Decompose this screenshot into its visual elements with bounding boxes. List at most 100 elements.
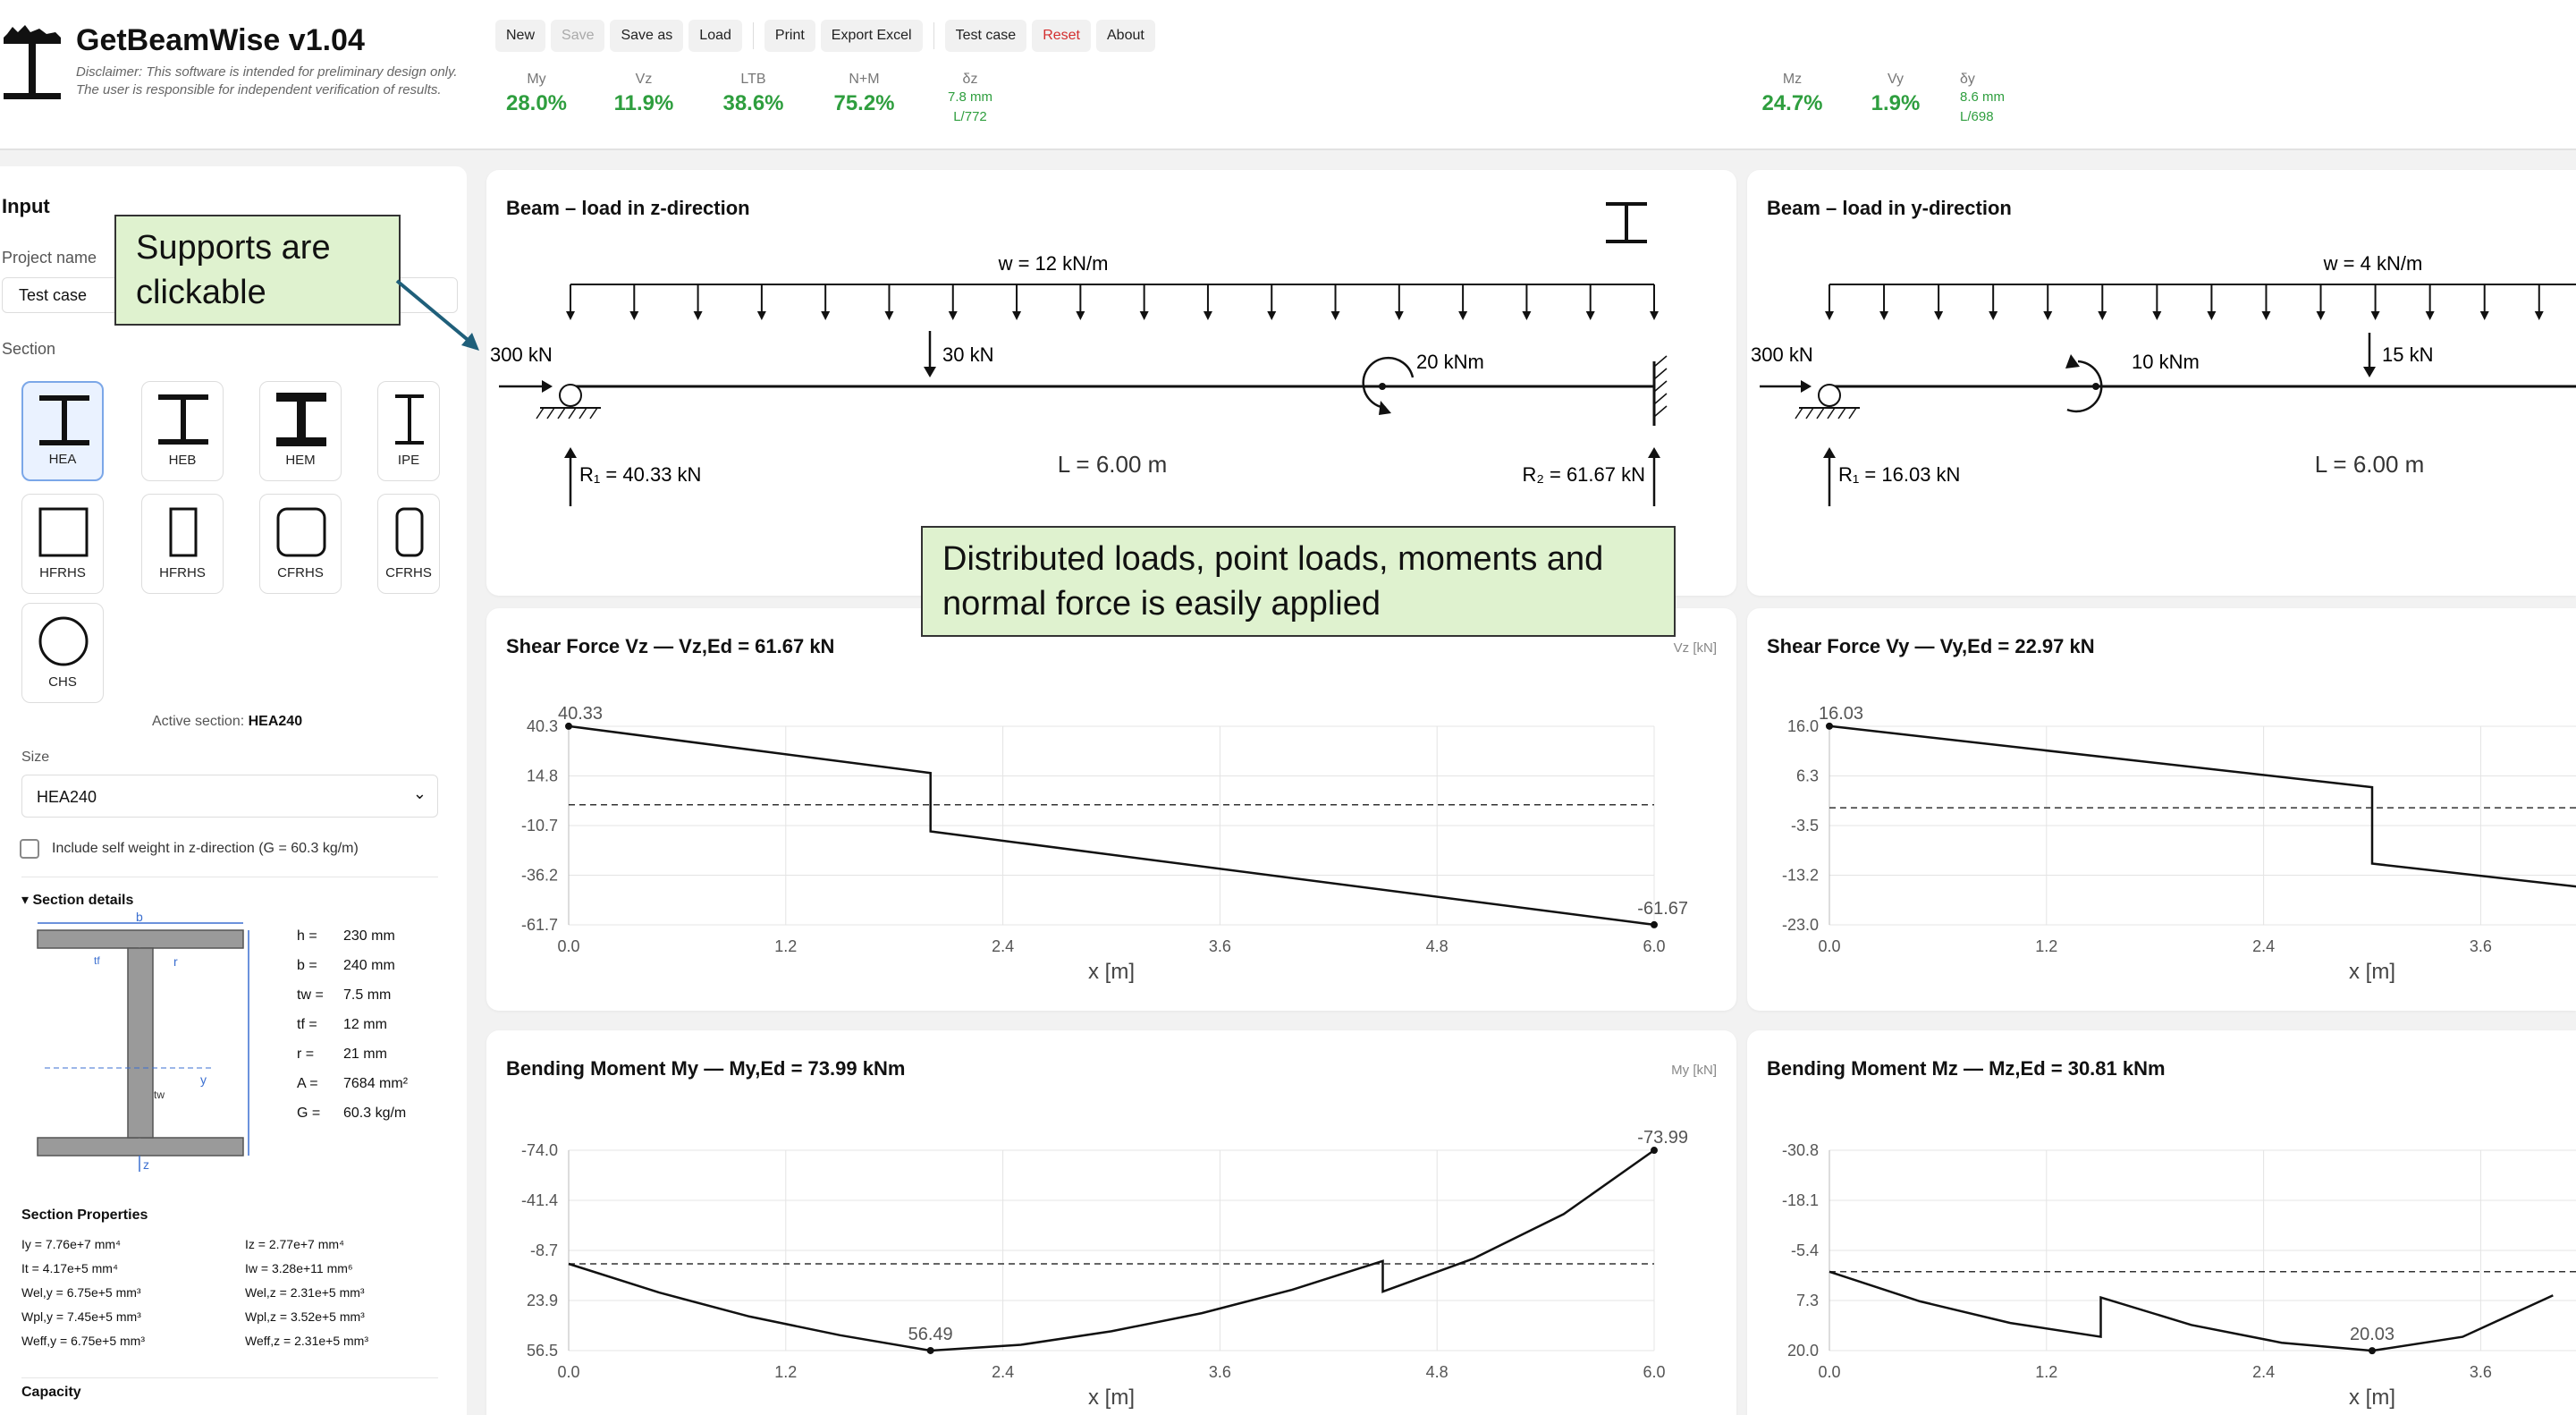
section-tile-cfrhs-square[interactable]: CFRHS bbox=[259, 494, 342, 594]
export-excel-button[interactable]: Export Excel bbox=[820, 20, 923, 52]
support-fixed-right[interactable] bbox=[1652, 355, 1668, 426]
dimension-value: 7.5 mm bbox=[343, 987, 392, 1003]
data-point bbox=[1651, 1147, 1658, 1155]
section-property: Weff,y = 6.75e+5 mm³ bbox=[21, 1334, 145, 1348]
shear-vz-unit: Vz [kN] bbox=[1673, 640, 1717, 656]
x-axis-label: x [m] bbox=[2349, 960, 2395, 984]
active-section: Active section: HEA240 bbox=[152, 714, 302, 730]
beam-length-label: L = 6.00 m bbox=[1058, 451, 1168, 478]
y-tick-label: -41.4 bbox=[521, 1191, 558, 1209]
section-tile-label: IPE bbox=[397, 453, 420, 468]
section-properties-grid: Iy = 7.76e+7 mm⁴ Iz = 2.77e+7 mm⁴ It = 4.1… bbox=[21, 1233, 451, 1353]
section-tile-heb[interactable]: HEB bbox=[141, 381, 224, 481]
beam-y-card: Beam – load in y-direction w = 4 kN/m 30… bbox=[1747, 170, 2576, 596]
section-tile-chs[interactable]: CHS bbox=[21, 603, 104, 703]
save-button[interactable]: Save bbox=[551, 20, 605, 52]
section-tile-hfrhs-square[interactable]: HFRHS bbox=[21, 494, 104, 594]
data-label: 56.49 bbox=[908, 1325, 953, 1344]
axis-y-label: y bbox=[200, 1072, 207, 1087]
section-dimension-row: G = 60.3 kg/m bbox=[297, 1098, 408, 1128]
cross-section-drawing: b h r tf y tw bbox=[37, 912, 249, 1172]
series-line bbox=[568, 724, 1655, 927]
size-select[interactable]: HEA240 ⌄ bbox=[21, 775, 438, 818]
moment-load-label: 10 kNm bbox=[2132, 351, 2200, 373]
beam-y-title: Beam – load in y-direction bbox=[1767, 197, 2012, 219]
util-vz: Vz 11.9% bbox=[608, 72, 680, 116]
heavy-i-beam-icon bbox=[276, 393, 326, 446]
new-button[interactable]: New bbox=[495, 20, 546, 52]
dimension-value: 7684 mm² bbox=[343, 1076, 409, 1091]
dim-tw-label: tw bbox=[154, 1089, 165, 1101]
distributed-load-arrows[interactable] bbox=[1825, 284, 2576, 320]
data-label: -73.99 bbox=[1637, 1128, 1688, 1148]
section-details-toggle[interactable]: ▾ Section details bbox=[21, 893, 134, 908]
dimension-key: tf = bbox=[297, 1017, 317, 1032]
support-roller-left[interactable] bbox=[536, 384, 601, 419]
i-beam-icon bbox=[1606, 202, 1647, 243]
util-vy: Vy 1.9% bbox=[1860, 72, 1931, 116]
util-dz-label: δz bbox=[962, 72, 978, 87]
moment-my-title: Bending Moment My — My,Ed = 73.99 kNm bbox=[506, 1057, 906, 1080]
y-tick-label: -36.2 bbox=[521, 867, 558, 885]
section-dimension-row: A = 7684 mm² bbox=[297, 1069, 408, 1098]
x-tick-label: 1.2 bbox=[774, 1363, 797, 1381]
about-button[interactable]: About bbox=[1096, 20, 1155, 52]
beam-z-diagram[interactable]: w = 12 kN/m 300 kN 30 kN 20 kNm R₁ = 40.… bbox=[486, 170, 1736, 596]
moment-load-icon[interactable] bbox=[2065, 354, 2103, 413]
distributed-load-arrows[interactable] bbox=[566, 284, 1659, 320]
section-tile-label: HEA bbox=[48, 452, 77, 467]
moment-mz-title: Bending Moment Mz — Mz,Ed = 30.81 kNm bbox=[1767, 1057, 2166, 1080]
active-section-value: HEA240 bbox=[248, 714, 303, 729]
util-mz-value: 24.7% bbox=[1761, 91, 1823, 115]
x-tick-label: 0.0 bbox=[1818, 937, 1840, 955]
x-tick-label: 0.0 bbox=[557, 937, 579, 955]
section-tile-hem[interactable]: HEM bbox=[259, 381, 342, 481]
self-weight-checkbox[interactable] bbox=[20, 839, 39, 859]
moment-load-label: 20 kNm bbox=[1416, 351, 1484, 373]
x-axis-label: x [m] bbox=[1088, 1385, 1135, 1410]
callout-arrow-icon bbox=[395, 279, 479, 351]
rect-hollow-icon bbox=[169, 507, 198, 557]
util-vz-label: Vz bbox=[635, 72, 653, 87]
series-line bbox=[568, 1148, 1655, 1352]
section-dimension-row: b = 240 mm bbox=[297, 951, 408, 980]
save-as-button[interactable]: Save as bbox=[610, 20, 684, 52]
print-button[interactable]: Print bbox=[764, 20, 815, 52]
section-property: Wpl,y = 7.45e+5 mm³ bbox=[21, 1309, 141, 1324]
self-weight-label: Include self weight in z-direction (G = … bbox=[52, 841, 359, 856]
dimension-key: A = bbox=[297, 1076, 318, 1091]
load-button[interactable]: Load bbox=[688, 20, 742, 52]
x-tick-label: 1.2 bbox=[774, 937, 797, 955]
x-tick-label: 3.6 bbox=[1209, 937, 1231, 955]
section-property: Iy = 7.76e+7 mm⁴ bbox=[21, 1237, 122, 1251]
section-tile-hfrhs-rect[interactable]: HFRHS bbox=[141, 494, 224, 594]
util-vy-value: 1.9% bbox=[1871, 91, 1921, 115]
i-beam-icon bbox=[158, 394, 208, 445]
y-tick-label: -23.0 bbox=[1782, 916, 1819, 934]
beam-y-diagram[interactable]: w = 4 kN/m 300 kN 10 kNm 15 kN R₁ = 16.0… bbox=[1747, 170, 2576, 596]
section-tile-hea[interactable]: HEA bbox=[21, 381, 104, 481]
section-tile-ipe[interactable]: IPE bbox=[377, 381, 440, 481]
shear-vy-card: Shear Force Vy — Vy,Ed = 22.97 kN 16.0 6.… bbox=[1747, 608, 2576, 1011]
project-name-label: Project name bbox=[2, 249, 97, 267]
app-header: GetBeamWise v1.04 Disclaimer: This softw… bbox=[0, 0, 2576, 150]
x-tick-label: 1.2 bbox=[2035, 937, 2057, 955]
x-tick-label: 3.6 bbox=[1209, 1363, 1231, 1381]
reset-button[interactable]: Reset bbox=[1032, 20, 1091, 52]
chevron-down-icon: ⌄ bbox=[412, 784, 427, 802]
size-label: Size bbox=[21, 750, 50, 765]
x-tick-label: 2.4 bbox=[2252, 1363, 2275, 1381]
rounded-rect-icon bbox=[395, 507, 424, 557]
distributed-load-label: w = 12 kN/m bbox=[998, 252, 1109, 275]
x-tick-label: 0.0 bbox=[557, 1363, 579, 1381]
section-property: Weff,z = 2.31e+5 mm³ bbox=[245, 1334, 368, 1348]
section-tile-cfrhs-rect[interactable]: CFRHS bbox=[377, 494, 440, 594]
reaction-r2-label: R₂ = 61.67 kN bbox=[1522, 463, 1645, 486]
moment-mz-chart: -30.8 -18.1 -5.4 7.3 20.0 0.0 1.2 2.4 3.6 20.03 x … bbox=[1782, 1141, 2576, 1410]
support-roller-left[interactable] bbox=[1795, 384, 1860, 419]
test-case-button[interactable]: Test case bbox=[944, 20, 1027, 52]
moment-load-icon[interactable] bbox=[1362, 356, 1415, 415]
divider bbox=[21, 1377, 438, 1378]
dim-r-label: r bbox=[173, 954, 178, 969]
x-axis-label: x [m] bbox=[1088, 960, 1135, 984]
